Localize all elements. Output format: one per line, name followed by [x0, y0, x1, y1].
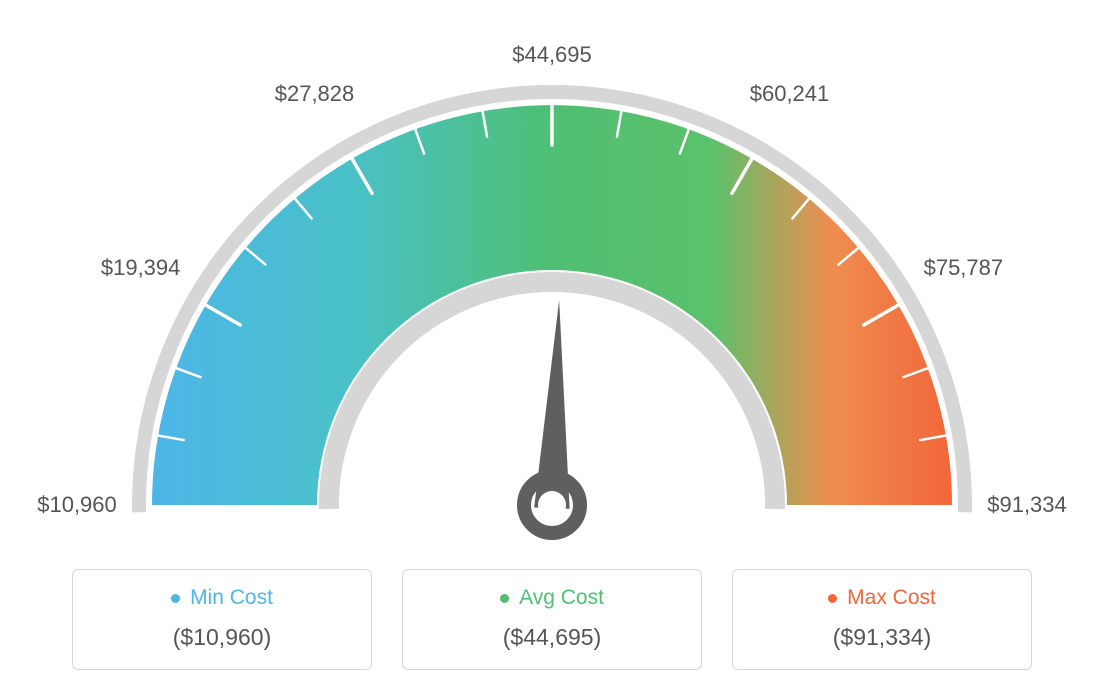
gauge-chart: $10,960 $19,394 $27,828 $44,695 $60,241 $75,7…	[0, 0, 1104, 550]
legend-title: Avg Cost	[500, 586, 604, 610]
gauge-tick-label: $60,241	[750, 81, 830, 107]
legend-box: Min Cost ($10,960)	[72, 569, 372, 670]
gauge-tick-label: $27,828	[275, 81, 355, 107]
legend-box: Avg Cost ($44,695)	[402, 569, 702, 670]
legend-value: ($10,960)	[83, 624, 361, 651]
legend-value: ($44,695)	[413, 624, 691, 651]
legend-label: Min Cost	[190, 586, 273, 610]
legend-label: Max Cost	[847, 586, 936, 610]
gauge-tick-label: $75,787	[924, 255, 1004, 281]
legend-dot-icon	[500, 594, 509, 603]
gauge-tick-label: $91,334	[987, 492, 1067, 518]
legend-dot-icon	[828, 594, 837, 603]
legend-value: ($91,334)	[743, 624, 1021, 651]
gauge-tick-label: $10,960	[37, 492, 117, 518]
legend-label: Avg Cost	[519, 586, 604, 610]
legend-box: Max Cost ($91,334)	[732, 569, 1032, 670]
legend-dot-icon	[171, 594, 180, 603]
gauge-tick-label: $44,695	[512, 42, 592, 68]
legend-title: Min Cost	[171, 586, 273, 610]
legend-row: Min Cost ($10,960) Avg Cost ($44,695) Max Co…	[0, 569, 1104, 670]
gauge-tick-label: $19,394	[101, 255, 181, 281]
legend-title: Max Cost	[828, 586, 936, 610]
